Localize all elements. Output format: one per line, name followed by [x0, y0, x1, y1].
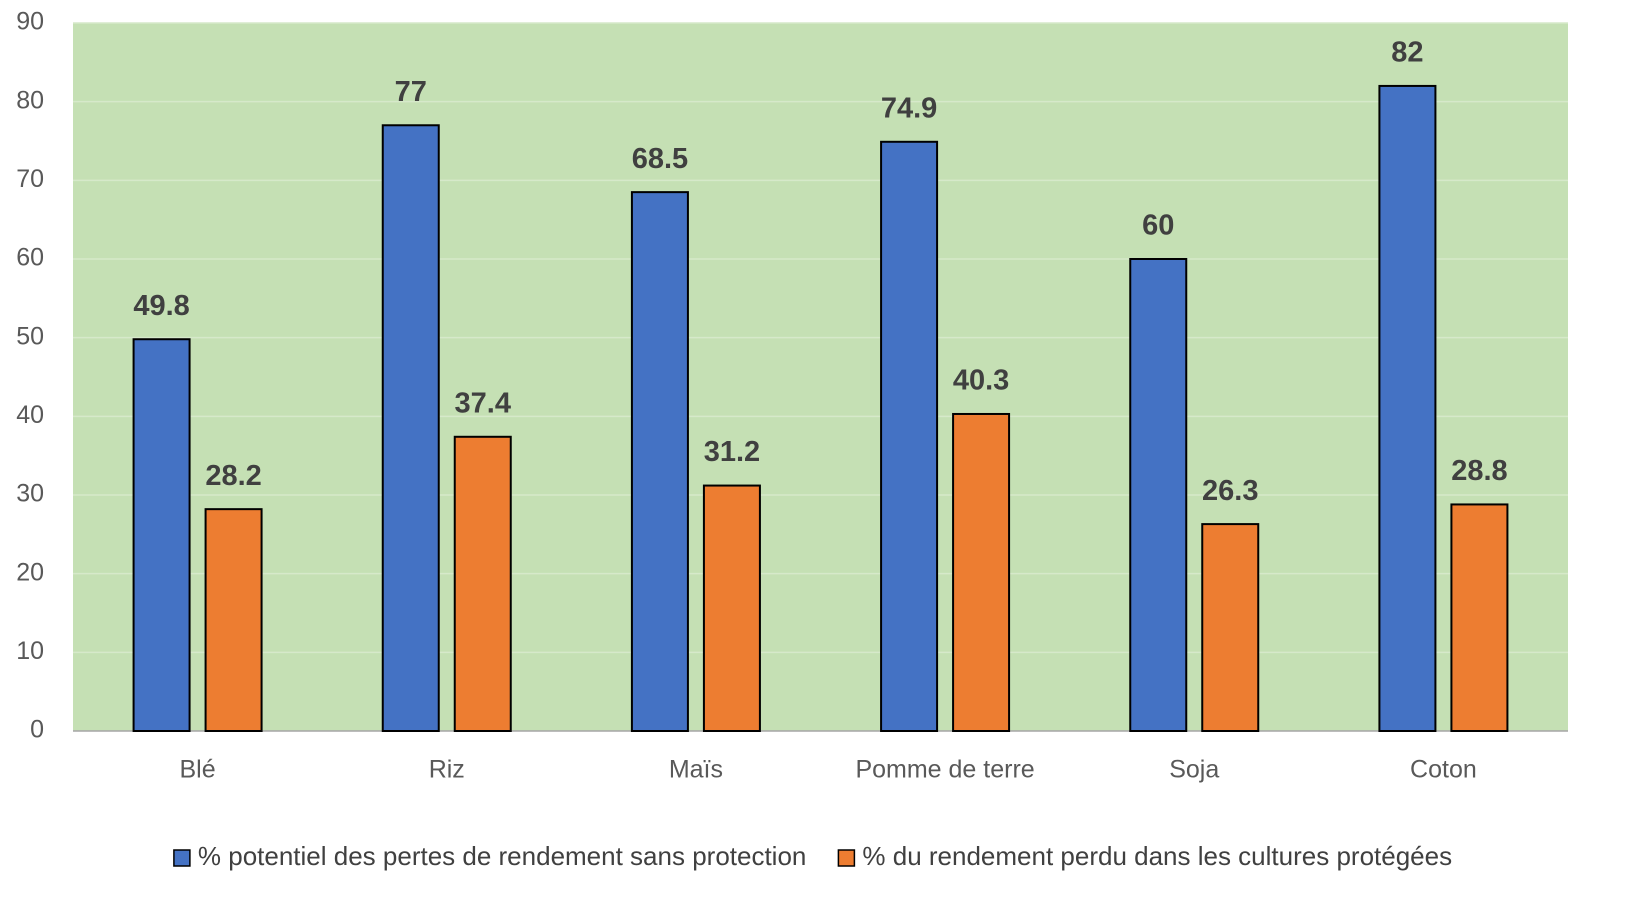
bar	[1378, 84, 1437, 732]
bar	[132, 338, 191, 732]
data-label: 68.5	[632, 143, 688, 175]
x-tick-label: Coton	[1410, 756, 1477, 784]
x-tick-label: Blé	[180, 756, 216, 784]
bar	[381, 124, 440, 733]
bar	[952, 412, 1011, 732]
bar	[1450, 503, 1509, 732]
y-tick-label: 10	[16, 637, 44, 665]
data-label: 31.2	[704, 436, 760, 468]
data-label: 28.2	[205, 460, 261, 492]
legend-swatch	[837, 849, 856, 867]
y-tick-label: 90	[16, 8, 44, 36]
data-label: 49.8	[133, 290, 189, 322]
x-tick-label: Maïs	[669, 756, 723, 784]
y-tick-label: 50	[16, 322, 44, 350]
bar	[630, 191, 689, 732]
data-label: 82	[1391, 37, 1423, 69]
bar	[1201, 523, 1260, 733]
y-tick-label: 0	[30, 716, 44, 744]
bar	[453, 435, 512, 732]
y-tick-label: 70	[16, 165, 44, 193]
plot-area	[73, 23, 1568, 731]
x-tick-label: Pomme de terre	[855, 756, 1034, 784]
bar	[880, 140, 939, 732]
bar	[204, 508, 263, 732]
data-label: 28.8	[1451, 455, 1507, 487]
data-label: 74.9	[881, 92, 937, 124]
y-tick-label: 60	[16, 244, 44, 272]
data-label: 26.3	[1202, 475, 1258, 507]
data-label: 60	[1142, 210, 1174, 242]
y-tick-label: 80	[16, 86, 44, 114]
data-label: 40.3	[953, 365, 1009, 397]
y-tick-label: 40	[16, 401, 44, 429]
bar	[702, 484, 761, 732]
legend-label: % du rendement perdu dans les cultures p…	[862, 841, 1452, 871]
x-tick-label: Riz	[429, 756, 465, 784]
bar	[1129, 258, 1188, 732]
data-label: 37.4	[455, 387, 511, 419]
y-tick-label: 20	[16, 558, 44, 586]
legend-swatch	[173, 849, 191, 867]
y-tick-label: 30	[16, 480, 44, 508]
x-tick-label: Soja	[1169, 756, 1219, 784]
legend-label: % potentiel des pertes de rendement sans…	[198, 841, 807, 871]
data-label: 77	[395, 76, 427, 108]
